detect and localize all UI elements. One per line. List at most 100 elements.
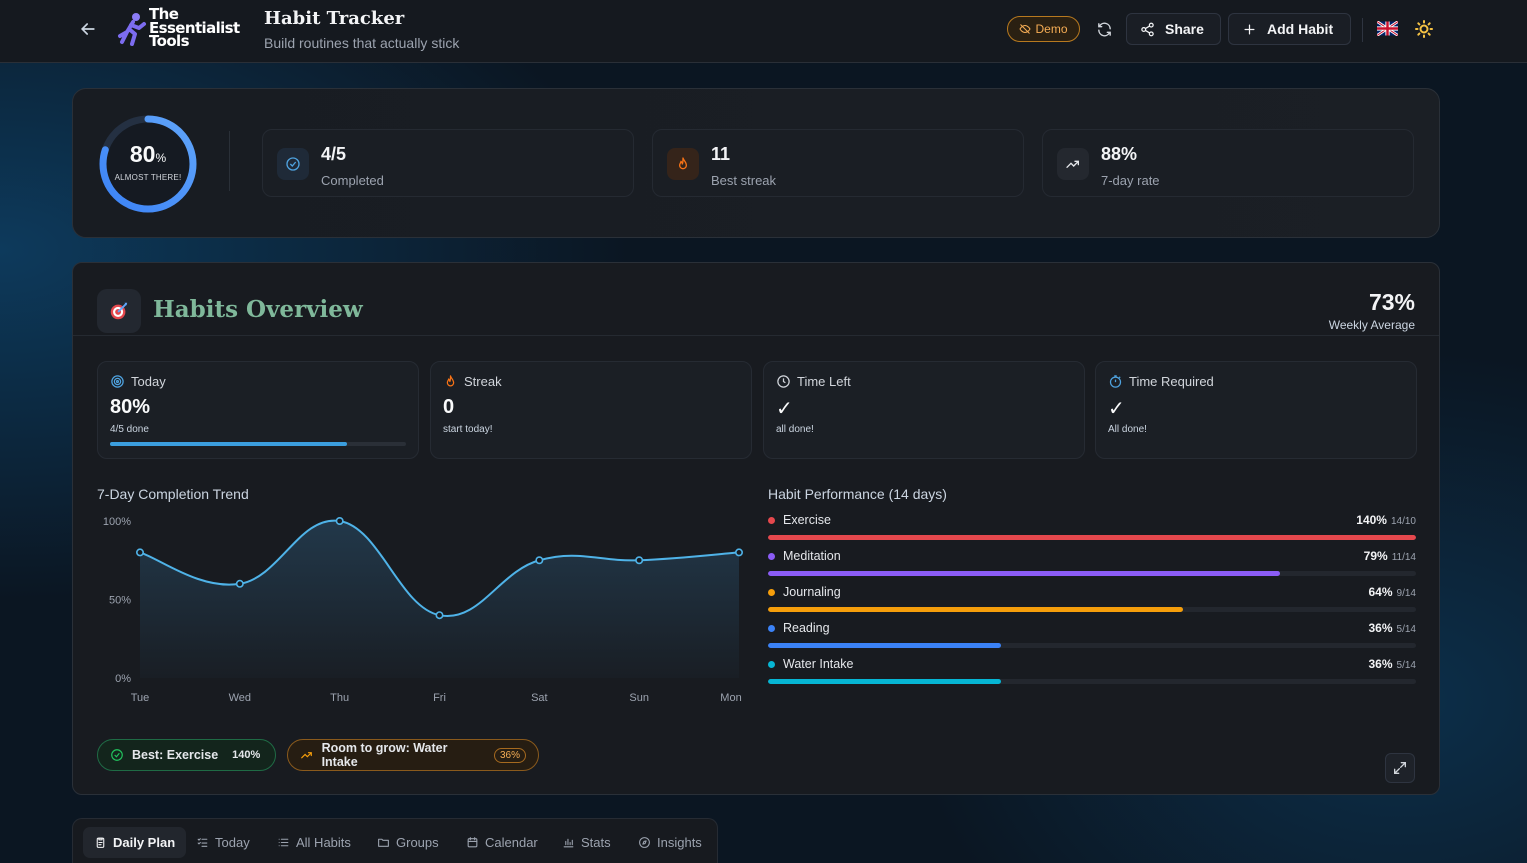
habit-percent: 36% 5/14	[1369, 657, 1417, 671]
best-habit-chip[interactable]: Best: Exercise 140%	[97, 739, 276, 771]
performance-row[interactable]: Meditation 79% 11/14	[768, 549, 1416, 585]
tab-label: Insights	[657, 835, 702, 850]
habit-name: Journaling	[768, 585, 841, 599]
habit-color-dot	[768, 552, 775, 560]
trend-point[interactable]	[535, 556, 544, 565]
trending-up-icon	[301, 752, 312, 759]
stat-completed: 4/5 Completed	[262, 129, 634, 197]
tab-stats[interactable]: Stats	[551, 827, 622, 858]
tab-label: Stats	[581, 835, 611, 850]
mini-card-label: Time Left	[797, 374, 851, 389]
logo[interactable]: The Essentialist Tools	[116, 5, 256, 52]
mini-card-label: Today	[131, 374, 166, 389]
habit-color-dot	[768, 624, 775, 632]
stat-value: 4/5	[321, 144, 347, 164]
x-tick-label: Wed	[229, 692, 251, 704]
weekly-average-value: 73%	[1368, 289, 1415, 315]
mini-card-streak: Streak 0 start today!	[430, 361, 752, 459]
mini-card-header: Streak	[443, 374, 502, 389]
performance-row[interactable]: Journaling 64% 9/14	[768, 585, 1416, 621]
trend-point[interactable]	[235, 579, 244, 588]
x-tick-label: Tue	[131, 692, 150, 704]
habit-label: Meditation	[783, 549, 841, 563]
weekly-average: 73% Weekly Average	[1329, 289, 1415, 332]
mini-card-label: Time Required	[1129, 374, 1214, 389]
habit-percent-value: 140%	[1356, 513, 1387, 527]
habit-bar-track	[768, 535, 1416, 540]
performance-row[interactable]: Exercise 140% 14/10	[768, 513, 1416, 549]
room-to-grow-chip[interactable]: Room to grow: Water Intake 36%	[287, 739, 539, 771]
mini-card-time-required: Time Required ✓ All done!	[1095, 361, 1417, 459]
demo-badge[interactable]: Demo	[1007, 16, 1080, 42]
tab-calendar[interactable]: Calendar	[455, 827, 549, 858]
tab-label: Groups	[396, 835, 439, 850]
trend-point[interactable]	[435, 611, 444, 620]
tab-insights[interactable]: Insights	[627, 827, 713, 858]
trend-point[interactable]	[734, 548, 743, 557]
mini-card-sub: 4/5 done	[110, 424, 149, 435]
share-label: Share	[1165, 21, 1204, 37]
habit-name: Exercise	[768, 513, 831, 527]
tab-label: Daily Plan	[113, 835, 176, 850]
x-tick-label: Mon	[720, 692, 741, 704]
list-icon	[278, 838, 289, 847]
mini-card-header: Time Left	[776, 374, 851, 389]
habit-percent-value: 36%	[1368, 621, 1393, 635]
bottom-tab-bar: Daily Plan Today All Habits Groups Calendar S…	[72, 818, 718, 863]
sun-icon[interactable]	[1412, 17, 1436, 41]
trend-title: 7-Day Completion Trend	[97, 486, 249, 502]
y-tick-label: 0%	[115, 673, 131, 685]
habit-bar	[768, 679, 1002, 684]
habit-label: Journaling	[783, 585, 841, 599]
page-title: Habit Tracker	[264, 8, 405, 29]
stat-best-streak: 11 Best streak	[652, 129, 1024, 197]
best-chip-value: 140%	[232, 749, 261, 761]
expand-button[interactable]	[1385, 753, 1415, 783]
habit-ratio: 11/14	[1391, 552, 1416, 563]
habit-color-dot	[768, 588, 775, 596]
stat-label: Completed	[321, 173, 384, 188]
app-header: The Essentialist Tools Habit Tracker Bui…	[0, 0, 1527, 63]
trend-point[interactable]	[135, 548, 144, 557]
tab-daily-plan[interactable]: Daily Plan	[83, 827, 187, 858]
tab-today[interactable]: Today	[185, 827, 261, 858]
performance-row[interactable]: Water Intake 36% 5/14	[768, 657, 1416, 693]
habit-bar	[768, 571, 1280, 576]
refresh-icon	[1097, 22, 1111, 36]
timer-icon	[1109, 375, 1122, 388]
mini-card-sub: All done!	[1108, 424, 1147, 435]
habit-bar	[768, 607, 1183, 612]
tab-all-habits[interactable]: All Habits	[266, 827, 362, 858]
habit-ratio: 14/10	[1390, 516, 1416, 527]
mini-card-sub: all done!	[776, 424, 814, 435]
habit-bar-track	[768, 571, 1416, 576]
mini-card-time-left: Time Left ✓ all done!	[763, 361, 1085, 459]
tab-groups[interactable]: Groups	[366, 827, 450, 858]
back-arrow-icon[interactable]	[78, 19, 98, 39]
logo-text: The Essentialist Tools	[149, 5, 240, 50]
add-habit-button[interactable]: Add Habit	[1228, 13, 1351, 45]
performance-title: Habit Performance (14 days)	[768, 486, 947, 502]
trend-point[interactable]	[335, 517, 344, 526]
x-tick-label: Thu	[330, 692, 349, 704]
habit-percent-value: 64%	[1368, 585, 1393, 599]
habit-name: Meditation	[768, 549, 841, 563]
flame-icon	[446, 375, 455, 387]
target-icon	[111, 375, 124, 388]
habit-label: Reading	[783, 621, 830, 635]
mini-card-value: ✓	[1108, 398, 1125, 420]
performance-row[interactable]: Reading 36% 5/14	[768, 621, 1416, 657]
tab-label: Calendar	[485, 835, 538, 850]
clipboard-icon	[96, 837, 105, 848]
uk-flag-icon[interactable]	[1377, 21, 1398, 36]
share-button[interactable]: Share	[1126, 13, 1221, 45]
trend-point[interactable]	[635, 556, 644, 565]
habit-percent: 36% 5/14	[1369, 621, 1417, 635]
stat-label: 7-day rate	[1101, 173, 1160, 188]
x-tick-label: Fri	[433, 692, 446, 704]
mini-card-today: Today 80% 4/5 done	[97, 361, 419, 459]
mini-card-header: Today	[110, 374, 166, 389]
ring-value: 80%	[129, 141, 167, 167]
y-tick-label: 100%	[103, 516, 131, 528]
refresh-button[interactable]	[1090, 15, 1118, 43]
